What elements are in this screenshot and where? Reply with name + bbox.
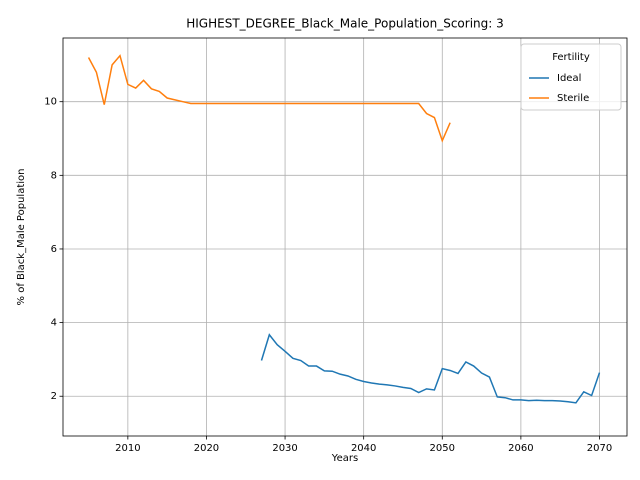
y-tick-label: 6 [51, 244, 57, 255]
x-tick-label: 2010 [115, 443, 140, 454]
y-tick-label: 2 [51, 391, 57, 402]
legend-title: Fertility [552, 52, 590, 63]
series-line [87, 54, 451, 143]
x-axis-label: Years [331, 453, 358, 464]
y-tick-label: 4 [51, 318, 57, 329]
y-tick-label: 8 [51, 170, 57, 181]
x-tick-label: 2060 [508, 443, 533, 454]
x-tick-label: 2020 [194, 443, 219, 454]
legend-box [520, 43, 622, 111]
series-line [260, 333, 601, 404]
x-tick-label: 2030 [272, 443, 297, 454]
y-tick-label: 10 [44, 97, 57, 108]
legend-label: Sterile [557, 93, 589, 104]
x-tick-label: 2040 [351, 443, 376, 454]
x-tick-label: 2050 [430, 443, 455, 454]
x-tick-label: 2070 [587, 443, 612, 454]
chart-title: HIGHEST_DEGREE_Black_Male_Population_Sco… [186, 17, 504, 31]
plot-frame [62, 37, 628, 437]
y-axis-label: % of Black_Male Population [16, 169, 27, 306]
legend-label: Ideal [557, 73, 581, 84]
